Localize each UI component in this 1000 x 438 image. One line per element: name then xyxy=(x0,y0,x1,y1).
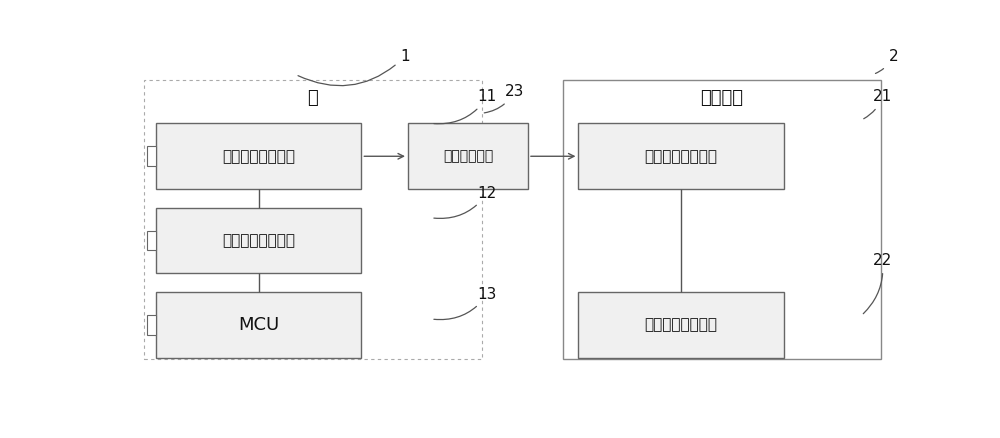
Bar xyxy=(147,146,156,166)
Bar xyxy=(156,208,361,273)
Text: 声波传输机构: 声波传输机构 xyxy=(443,149,493,163)
Text: 21: 21 xyxy=(864,89,892,119)
Bar xyxy=(578,124,784,189)
Bar xyxy=(156,292,361,358)
Text: 13: 13 xyxy=(434,287,497,320)
Bar xyxy=(147,231,156,251)
Text: 23: 23 xyxy=(484,85,524,113)
Bar xyxy=(563,80,881,360)
Text: MCU: MCU xyxy=(238,316,279,334)
Bar xyxy=(147,315,156,335)
Bar xyxy=(578,292,784,358)
Bar xyxy=(156,124,361,189)
Text: 移动终端: 移动终端 xyxy=(700,89,743,107)
Bar xyxy=(408,124,528,189)
Text: 11: 11 xyxy=(434,89,497,124)
Text: 22: 22 xyxy=(863,253,892,314)
Text: 第一密码生成模块: 第一密码生成模块 xyxy=(222,233,295,248)
Text: 第二声电转换模块: 第二声电转换模块 xyxy=(645,149,718,164)
Text: 第二密码生成模块: 第二密码生成模块 xyxy=(645,318,718,332)
Bar xyxy=(144,80,482,360)
Text: 第一声电转换模块: 第一声电转换模块 xyxy=(222,149,295,164)
Text: 2: 2 xyxy=(875,49,898,74)
Text: 12: 12 xyxy=(434,186,497,219)
Text: 1: 1 xyxy=(298,49,410,86)
Text: 锁: 锁 xyxy=(308,89,318,107)
